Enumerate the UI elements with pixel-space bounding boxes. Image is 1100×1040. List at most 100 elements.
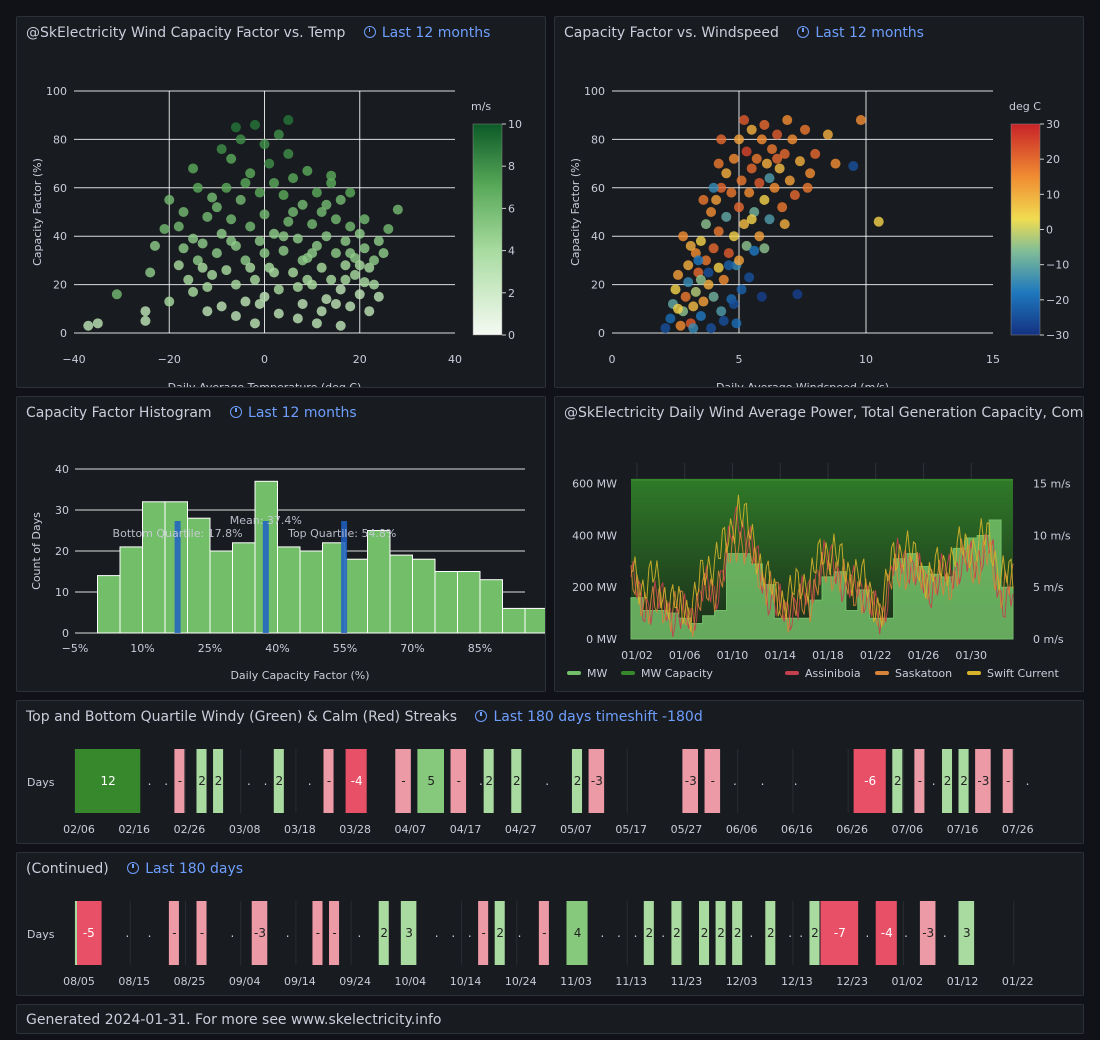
data-point (744, 272, 755, 283)
x-tick-label: 85% (468, 642, 492, 655)
colorbar-label: deg C (1009, 100, 1041, 113)
streak-bar (478, 901, 489, 965)
histogram-bar (299, 550, 323, 634)
streak-label: 2 (944, 774, 952, 788)
panel-temp-scatter: @SkElectricity Wind Capacity Factor vs. … (16, 16, 546, 388)
data-point (373, 236, 384, 247)
panel-title[interactable]: Capacity Factor Histogram (26, 405, 212, 421)
data-point (264, 158, 275, 169)
streak-label: - (481, 926, 485, 940)
streak-bar (395, 749, 411, 813)
panel-title[interactable]: Capacity Factor vs. Windspeed (564, 25, 779, 41)
colorbar-tick-label: 30 (1046, 118, 1060, 131)
data-point (746, 163, 757, 174)
streak-bar (671, 901, 682, 965)
legend-label: Swift Current (987, 667, 1060, 680)
streak-bar (643, 901, 654, 965)
time-range-link[interactable]: Last 12 months (797, 25, 924, 41)
colorbar (472, 123, 503, 336)
data-point (345, 221, 356, 232)
y-tick-label: 40 (55, 463, 69, 476)
x-tick-label: 06/16 (781, 823, 813, 836)
data-point (311, 187, 322, 198)
streak-bar (483, 749, 494, 813)
time-range-link[interactable]: Last 12 months (363, 25, 490, 41)
annotation-label: Top Quartile: 54.8% (287, 527, 396, 540)
data-point (675, 320, 686, 331)
data-point (751, 153, 762, 164)
data-point (297, 255, 308, 266)
streak-label: . (247, 774, 251, 788)
x-tick-label: 01/12 (947, 975, 979, 988)
data-point (192, 182, 203, 193)
data-point (111, 289, 122, 300)
x-tick-label: 01/30 (955, 649, 987, 662)
data-point (673, 269, 684, 280)
time-range-link[interactable]: Last 180 days timeshift -180d (475, 709, 703, 725)
panel-title[interactable]: @SkElectricity Wind Capacity Factor vs. … (26, 25, 346, 41)
data-point (230, 279, 241, 290)
y-tick-label: 60 (591, 182, 605, 195)
data-point (335, 320, 346, 331)
data-point (321, 231, 332, 242)
streak-label: -3 (922, 926, 934, 940)
colorbar-tick-label: 2 (508, 287, 515, 300)
data-point (273, 284, 284, 295)
data-point (739, 115, 750, 126)
colorbar-tick-label: −30 (1046, 329, 1069, 342)
time-range-link[interactable]: Last 180 days (127, 861, 243, 877)
data-point (734, 134, 744, 145)
streak-bar (213, 749, 224, 813)
data-point (734, 202, 744, 213)
time-range-link[interactable]: Last 12 months (230, 405, 357, 421)
histogram-bar (389, 554, 413, 634)
x-tick-label: 11/03 (560, 975, 592, 988)
data-point (316, 207, 327, 217)
data-point (739, 219, 750, 230)
data-point (683, 260, 694, 271)
data-point (764, 173, 775, 184)
x-tick-label: 10 (859, 353, 873, 366)
data-point (364, 306, 375, 317)
x-tick-label: 02/16 (118, 823, 150, 836)
histogram-bar (457, 571, 481, 634)
streak-label: . (750, 926, 754, 940)
streak-label: 2 (673, 926, 681, 940)
data-point (254, 187, 265, 198)
y-axis-label: Days (27, 776, 55, 789)
panel-title[interactable]: (Continued) (26, 861, 109, 877)
streak-bar (682, 749, 699, 813)
data-point (741, 240, 752, 251)
x-tick-label: 05/17 (615, 823, 647, 836)
data-point (164, 194, 175, 205)
data-point (178, 207, 189, 217)
data-point (680, 291, 691, 302)
streak-label: . (126, 926, 130, 940)
x-tick-label: 07/26 (1002, 823, 1034, 836)
histogram-bar (434, 571, 458, 634)
data-point (708, 243, 719, 254)
data-point (383, 223, 394, 234)
streak-bar (273, 749, 284, 813)
streak-label: . (451, 926, 455, 940)
data-point (723, 260, 734, 271)
panel-title[interactable]: @SkElectricity Daily Wind Average Power,… (564, 405, 1084, 421)
streak-label: . (600, 926, 604, 940)
histogram-bar (479, 579, 503, 634)
data-point (779, 148, 790, 159)
data-point (767, 144, 778, 155)
x-tick-label: 06/06 (726, 823, 758, 836)
data-point (761, 158, 772, 169)
data-point (716, 306, 727, 317)
data-point (307, 219, 318, 230)
data-point (178, 243, 189, 254)
streak-label: 2 (496, 926, 504, 940)
panel-title[interactable]: Top and Bottom Quartile Windy (Green) & … (26, 709, 458, 725)
clock-icon (230, 406, 243, 418)
data-point (741, 146, 752, 157)
data-point (848, 161, 859, 172)
streak-bar (975, 749, 991, 813)
clock-icon (127, 862, 140, 874)
data-point (273, 129, 284, 140)
x-tick-label: 0 (609, 353, 616, 366)
